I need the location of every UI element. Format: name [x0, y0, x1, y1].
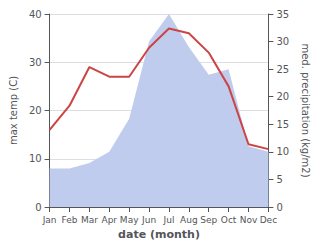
- svg-text:Oct: Oct: [221, 215, 237, 225]
- svg-text:30: 30: [276, 36, 289, 47]
- svg-text:Sep: Sep: [200, 215, 217, 225]
- svg-text:Jun: Jun: [141, 215, 156, 225]
- svg-text:Feb: Feb: [62, 215, 78, 225]
- svg-text:40: 40: [29, 9, 42, 20]
- svg-text:20: 20: [276, 91, 289, 102]
- svg-text:5: 5: [276, 174, 282, 185]
- svg-text:Aug: Aug: [180, 215, 198, 225]
- svg-text:10: 10: [29, 153, 42, 164]
- svg-text:med. precipitation (kg/m2): med. precipitation (kg/m2): [300, 43, 311, 177]
- svg-text:date (month): date (month): [118, 228, 200, 241]
- svg-text:35: 35: [276, 9, 289, 20]
- svg-text:Apr: Apr: [101, 215, 117, 225]
- svg-text:Nov: Nov: [240, 215, 258, 225]
- svg-text:Mar: Mar: [81, 215, 98, 225]
- svg-text:0: 0: [276, 202, 282, 213]
- svg-text:15: 15: [276, 119, 289, 130]
- svg-text:25: 25: [276, 64, 289, 75]
- svg-text:30: 30: [29, 57, 42, 68]
- svg-text:10: 10: [276, 146, 289, 157]
- svg-text:Jul: Jul: [163, 215, 175, 225]
- svg-text:Dec: Dec: [260, 215, 277, 225]
- svg-text:20: 20: [29, 105, 42, 116]
- svg-text:max temp (C): max temp (C): [8, 76, 19, 145]
- svg-text:Jan: Jan: [42, 215, 57, 225]
- svg-text:May: May: [120, 215, 139, 225]
- svg-text:0: 0: [35, 202, 41, 213]
